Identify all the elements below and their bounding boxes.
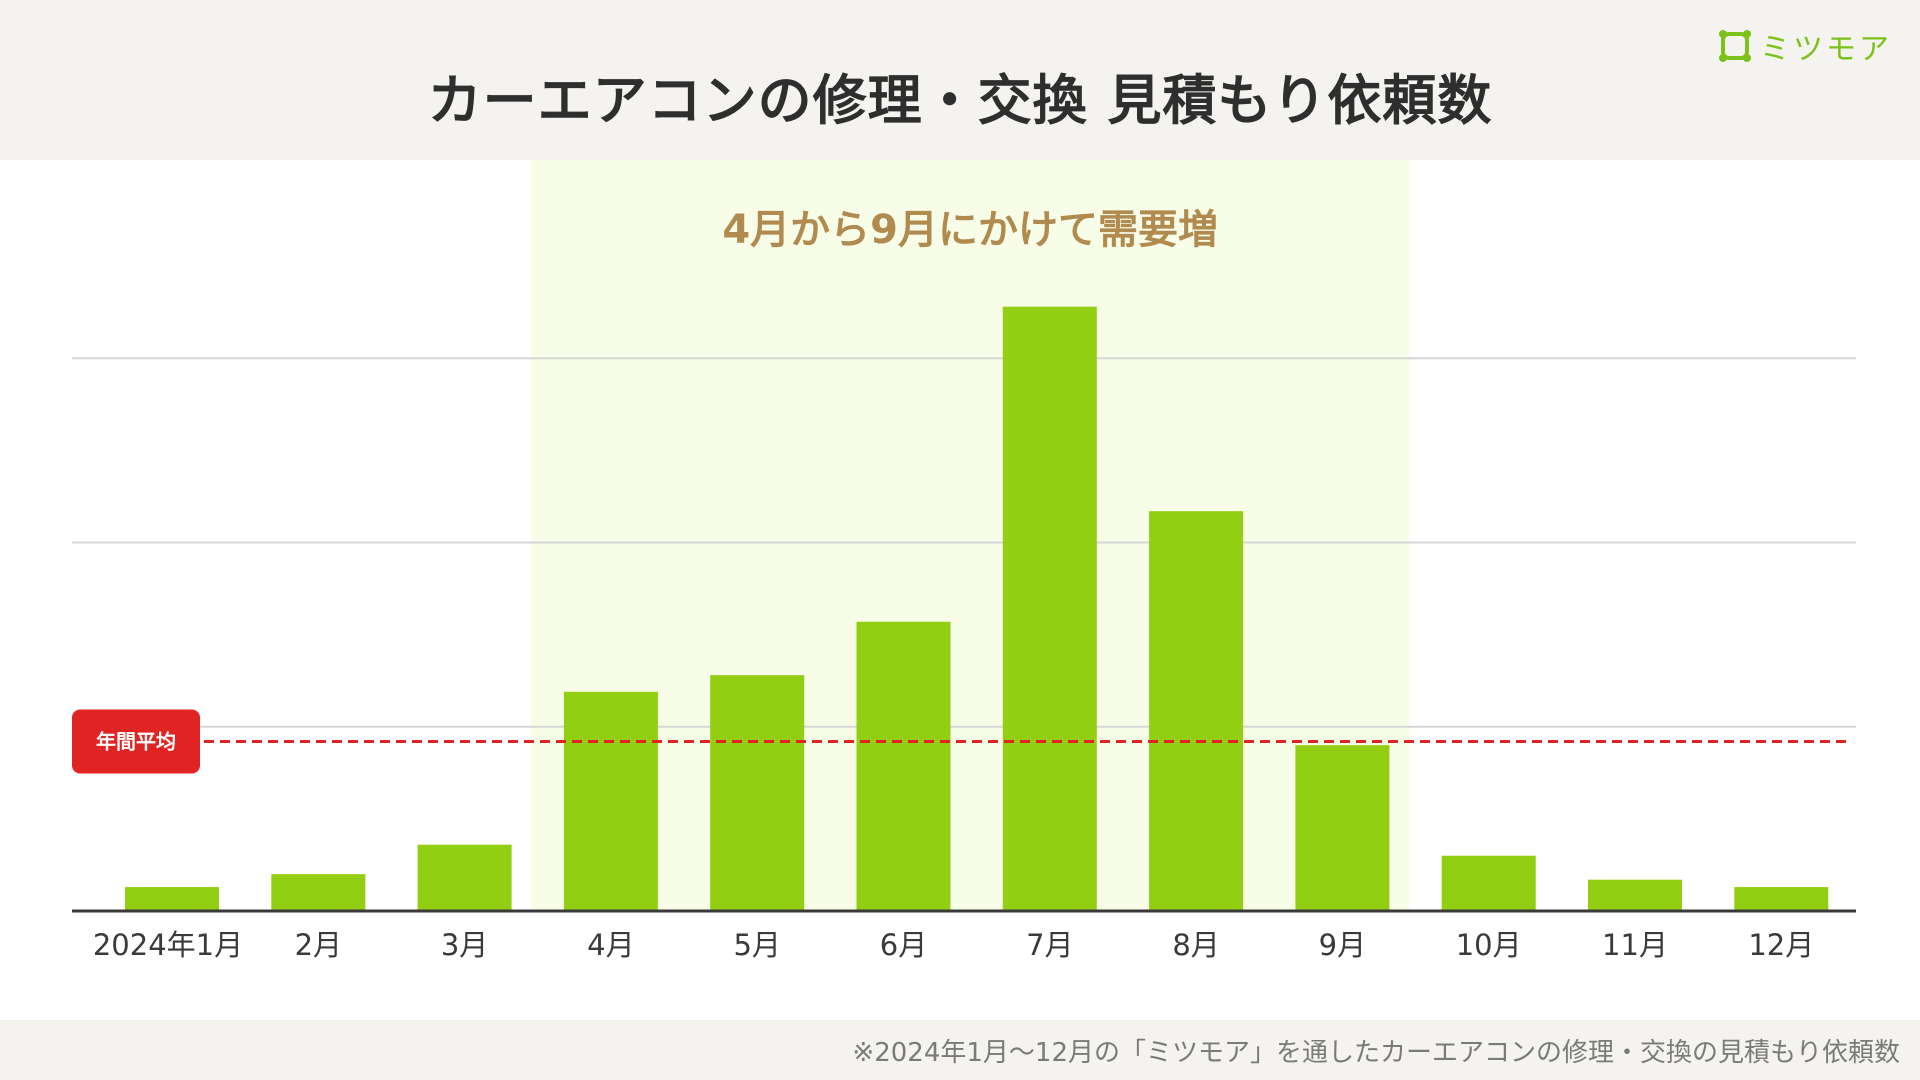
bar-7 — [1002, 306, 1097, 912]
mitsumore-logo-icon — [1719, 30, 1751, 62]
average-badge — [72, 709, 200, 774]
page-title: カーエアコンの修理・交換 見積もり依頼数 — [427, 69, 1493, 132]
x-tick-label-3: 3月 — [441, 928, 488, 962]
x-tick-label-10: 10月 — [1456, 928, 1522, 962]
bar-4 — [563, 691, 658, 911]
bar-5 — [710, 675, 805, 911]
logo-text: ミツモア — [1760, 32, 1892, 67]
x-tick-label-1: 2024年1月 — [93, 928, 243, 962]
bar-6 — [856, 621, 951, 911]
bar-10 — [1441, 855, 1536, 911]
x-tick-label-12: 12月 — [1748, 928, 1814, 962]
bar-11 — [1588, 879, 1682, 911]
x-tick-label-4: 4月 — [587, 928, 634, 962]
x-tick-label-6: 6月 — [880, 928, 927, 962]
bar-chart: 4月から9月にかけて需要増 2024年1月 2月 3月 4月 5月 6月 7月 8月 9月 10月 1… — [72, 160, 1856, 962]
bar-3 — [417, 844, 512, 911]
x-tick-label-7: 7月 — [1026, 928, 1073, 962]
logo: ミツモア — [1718, 26, 1892, 67]
header-band — [0, 0, 1920, 160]
average-label: 年間平均 — [96, 729, 176, 753]
x-tick-label-2: 2月 — [295, 928, 342, 962]
bar-8 — [1149, 511, 1244, 911]
x-tick-label-11: 11月 — [1602, 928, 1668, 962]
footer-band — [0, 1020, 1920, 1080]
x-tick-label-9: 9月 — [1319, 928, 1366, 962]
bar-2 — [271, 874, 366, 911]
highlight-band — [530, 160, 1410, 911]
highlight-label: 4月から9月にかけて需要増 — [722, 207, 1218, 253]
footnote: ※2024年1月〜12月の「ミツモア」を通したカーエアコンの修理・交換の見積もり… — [852, 1038, 1900, 1068]
bar-9 — [1295, 745, 1390, 911]
x-tick-label-8: 8月 — [1172, 928, 1219, 962]
x-tick-label-5: 5月 — [733, 928, 780, 962]
bar-12 — [1734, 887, 1829, 911]
bar-1 — [125, 887, 219, 911]
